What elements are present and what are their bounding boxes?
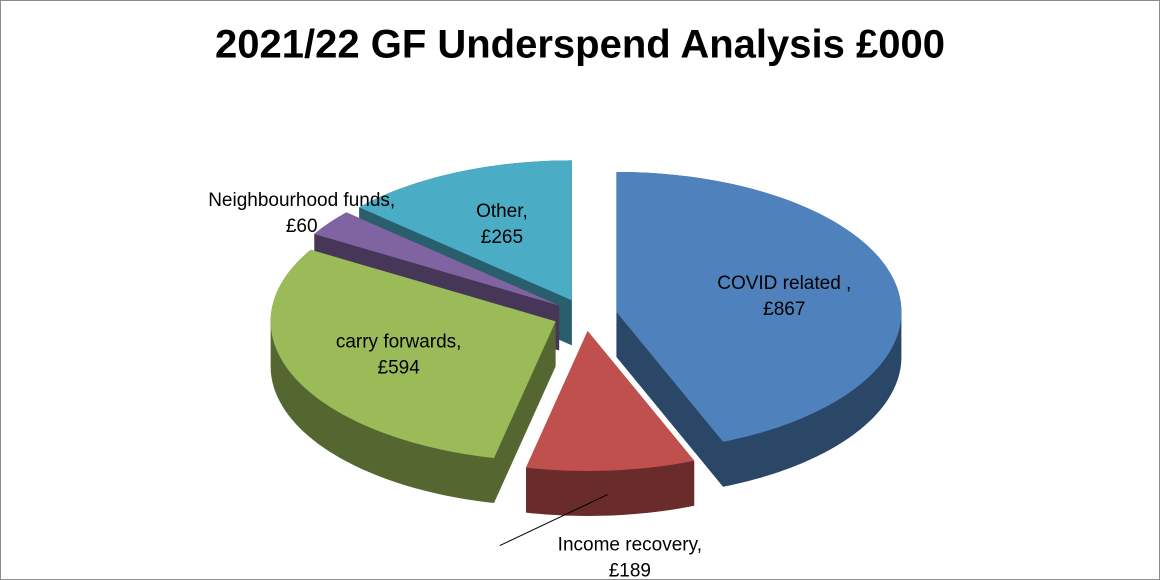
data-label: Other, [476,201,528,222]
data-label: £867 [763,299,805,320]
slice [314,212,560,306]
slice [270,249,556,459]
data-label: £189 [609,561,651,580]
leader-line [499,494,608,546]
chart-title: 2021/22 GF Underspend Analysis £000 [215,23,945,67]
data-label: Income recovery, [558,535,702,556]
slice [616,171,902,442]
data-label: £265 [481,227,523,248]
slice [526,330,695,471]
data-label: £60 [286,216,318,237]
data-label: £594 [378,358,421,379]
data-label: carry forwards, [336,332,462,353]
data-label: COVID related , [717,273,851,294]
data-label: Neighbourhood funds, [208,190,395,211]
slice [359,160,572,301]
